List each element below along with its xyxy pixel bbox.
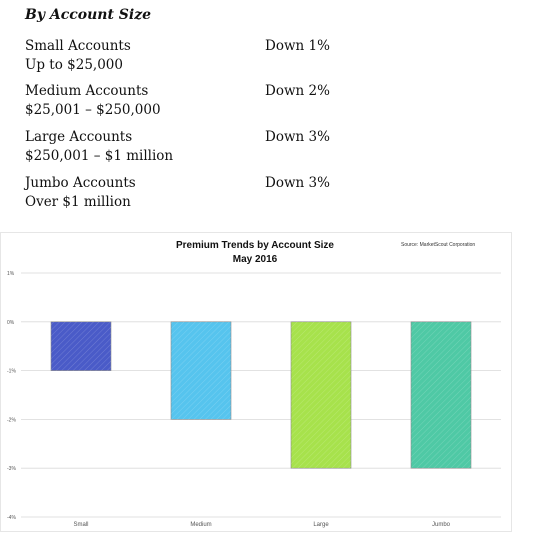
- account-range-large: $250,001 – $1 million: [25, 148, 174, 164]
- section-heading: By Account Size: [25, 7, 152, 23]
- chart-subtitle: May 2016: [233, 254, 278, 265]
- bar-texture: [51, 321, 111, 371]
- account-name-jumbo: Jumbo Accounts: [25, 175, 136, 191]
- bar-texture: [291, 321, 351, 469]
- account-range-jumbo: Over $1 million: [25, 194, 131, 210]
- x-category-label: Large: [313, 522, 329, 528]
- x-category-label: Small: [73, 522, 88, 528]
- bar-texture: [411, 321, 471, 469]
- account-change-jumbo: Down 3%: [265, 175, 330, 191]
- account-name-medium: Medium Accounts: [25, 83, 149, 99]
- premium-trends-chart: Premium Trends by Account Size May 2016 …: [0, 232, 512, 532]
- y-tick-label: 0%: [7, 320, 15, 326]
- account-range-medium: $25,001 – $250,000: [25, 102, 161, 118]
- x-category-label: Jumbo: [432, 522, 451, 528]
- account-size-summary: By Account Size Small Accounts Up to $25…: [0, 0, 537, 230]
- x-category-label: Medium: [190, 522, 211, 528]
- account-name-small: Small Accounts: [25, 38, 131, 54]
- bar-texture: [171, 321, 231, 420]
- y-tick-label: -4%: [7, 515, 16, 521]
- y-tick-label: -3%: [7, 466, 16, 472]
- y-tick-label: -2%: [7, 417, 16, 423]
- account-name-large: Large Accounts: [25, 129, 133, 145]
- chart-title: Premium Trends by Account Size: [176, 240, 334, 251]
- chart-source: Source: MarketScout Corporation: [401, 242, 475, 248]
- chart-canvas: Premium Trends by Account Size May 2016 …: [7, 240, 501, 528]
- account-change-large: Down 3%: [265, 129, 330, 145]
- account-range-small: Up to $25,000: [25, 57, 123, 73]
- account-change-small: Down 1%: [265, 38, 330, 54]
- y-tick-label: 1%: [7, 271, 15, 277]
- y-tick-label: -1%: [7, 369, 16, 375]
- account-change-medium: Down 2%: [265, 83, 330, 99]
